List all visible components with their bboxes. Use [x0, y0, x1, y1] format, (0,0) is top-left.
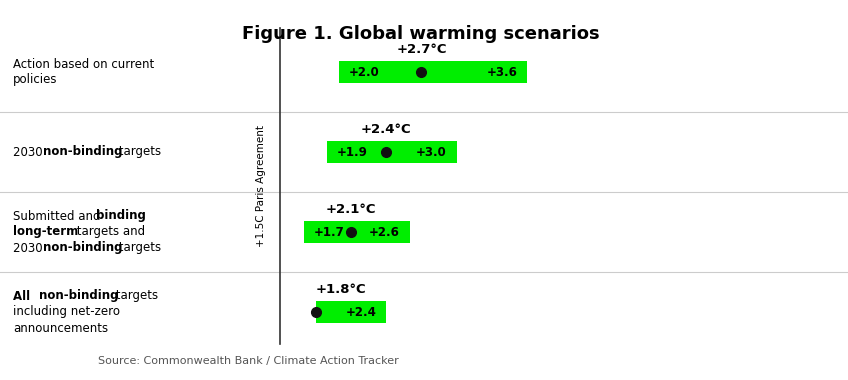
- Bar: [315, 301, 386, 323]
- Text: long-term: long-term: [13, 225, 78, 239]
- Text: 2030: 2030: [13, 242, 47, 255]
- Text: +2.7°C: +2.7°C: [396, 43, 447, 56]
- Text: non-binding: non-binding: [40, 290, 119, 302]
- Text: +1.7: +1.7: [314, 225, 344, 239]
- Text: All: All: [13, 290, 34, 302]
- Text: +2.1°C: +2.1°C: [326, 203, 377, 216]
- Text: +1.9: +1.9: [338, 146, 368, 158]
- Text: +2.4°C: +2.4°C: [361, 123, 411, 136]
- Text: +3.6: +3.6: [487, 65, 517, 79]
- Bar: [304, 221, 410, 243]
- Text: +2.0: +2.0: [349, 65, 380, 79]
- Text: +1.5C Paris Agreement: +1.5C Paris Agreement: [256, 125, 266, 247]
- Text: targets and: targets and: [73, 225, 145, 239]
- Text: including net-zero: including net-zero: [13, 306, 120, 318]
- Text: non-binding: non-binding: [42, 146, 122, 158]
- Text: binding: binding: [96, 209, 146, 223]
- Text: 2030: 2030: [13, 146, 47, 158]
- Text: targets: targets: [115, 146, 161, 158]
- Text: Figure 1. Global warming scenarios: Figure 1. Global warming scenarios: [242, 25, 600, 43]
- Text: announcements: announcements: [13, 321, 109, 334]
- Bar: [339, 61, 527, 83]
- Bar: [327, 141, 456, 163]
- Text: +2.6: +2.6: [369, 225, 400, 239]
- Text: +1.8°C: +1.8°C: [315, 283, 366, 296]
- Text: Source: Commonwealth Bank / Climate Action Tracker: Source: Commonwealth Bank / Climate Acti…: [98, 356, 399, 366]
- Text: +3.0: +3.0: [416, 146, 447, 158]
- Text: non-binding: non-binding: [42, 242, 122, 255]
- Text: Action based on current: Action based on current: [13, 57, 154, 71]
- Text: Submitted and: Submitted and: [13, 209, 104, 223]
- Text: targets: targets: [112, 290, 159, 302]
- Text: +2.4: +2.4: [345, 306, 377, 318]
- Text: targets: targets: [115, 242, 161, 255]
- Text: policies: policies: [13, 73, 58, 87]
